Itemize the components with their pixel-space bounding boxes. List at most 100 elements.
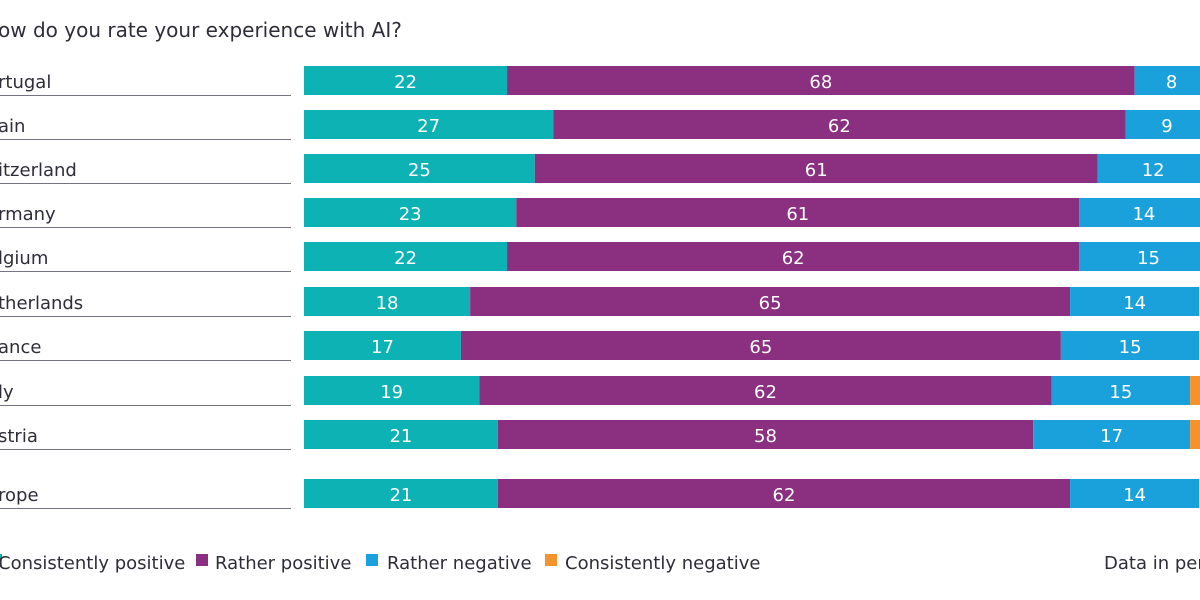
bar-row-rtugal: rtugal 22 68 8 — [0, 66, 1200, 96]
legend-label: Rather negative — [387, 553, 532, 574]
bar-segment-rather-positive — [507, 66, 1135, 95]
bar-segment-consistently-negative — [1190, 420, 1200, 449]
legend: Consistently positive Rather positive Rath… — [0, 553, 760, 574]
bar-segment-rather-negative — [1060, 331, 1200, 360]
legend-swatch — [0, 554, 2, 566]
bar-value-label: 14 — [1123, 293, 1146, 314]
bar-value-label: 62 — [828, 116, 851, 137]
legend-item-rather-positive: Rather positive — [196, 553, 351, 574]
legend-item-consistently-positive: Consistently positive — [0, 553, 185, 574]
bar-value-label: 62 — [754, 382, 777, 403]
bar-value-label: 21 — [389, 485, 412, 506]
bar-value-label: 65 — [759, 293, 782, 314]
bar-value-label: 61 — [805, 160, 828, 181]
bar-value-label: 58 — [754, 426, 777, 447]
bar-segment-rather-positive — [534, 154, 1098, 183]
bar-value-label: 68 — [809, 72, 832, 93]
legend-item-rather-negative: Rather negative — [366, 553, 532, 574]
bar-value-label: 15 — [1109, 382, 1132, 403]
bar-segment-rather-negative — [1079, 198, 1200, 227]
bar-value-label: 15 — [1137, 248, 1160, 269]
legend-label: Consistently positive — [0, 553, 185, 574]
bar-segment-consistently-positive — [304, 66, 508, 95]
bar-row-stria: stria 21 58 17 — [0, 420, 1200, 450]
bar-segment-rather-negative — [1097, 154, 1200, 183]
bar-value-label: 9 — [1161, 116, 1172, 137]
bar-segment-consistently-negative — [1190, 376, 1200, 405]
bar-segment-rather-negative — [1079, 242, 1200, 271]
bar-value-label: 22 — [394, 248, 417, 269]
category-label: therlands — [0, 293, 83, 314]
bar-value-label: 22 — [394, 72, 417, 93]
bar-row-ly: ly 19 62 15 — [0, 376, 1200, 406]
bar-value-label: 18 — [376, 293, 399, 314]
bar-segment-consistently-positive — [304, 420, 498, 449]
bar-row-ance: ance 17 65 15 — [0, 331, 1200, 361]
bar-segment-consistently-positive — [304, 331, 461, 360]
bar-value-label: 14 — [1123, 485, 1146, 506]
bar-segment-rather-positive — [460, 331, 1061, 360]
legend-label: Rather positive — [215, 553, 351, 574]
bar-segment-consistently-positive — [304, 242, 508, 271]
bar-value-label: 21 — [389, 426, 412, 447]
bar-row-ain: ain 27 62 9 — [0, 110, 1200, 140]
category-label: stria — [0, 426, 38, 447]
category-label: rope — [0, 485, 39, 506]
bar-value-label: 61 — [786, 204, 809, 225]
bar-value-label: 25 — [408, 160, 431, 181]
bar-segment-consistently-positive — [304, 376, 480, 405]
bar-segment-consistently-positive — [304, 154, 535, 183]
legend-swatch — [366, 554, 378, 566]
bar-value-label: 17 — [1100, 426, 1123, 447]
bar-value-label: 27 — [417, 116, 440, 137]
bar-value-label: 12 — [1142, 160, 1165, 181]
category-label: rmany — [0, 204, 56, 225]
bar-value-label: 17 — [371, 337, 394, 358]
category-label: lgium — [0, 248, 48, 269]
bar-value-label: 62 — [782, 248, 805, 269]
bar-row-itzerland: itzerland 25 61 12 — [0, 154, 1200, 184]
category-label: itzerland — [0, 160, 77, 181]
legend-swatch — [196, 554, 208, 566]
category-label: ance — [0, 337, 41, 358]
bar-segment-consistently-positive — [304, 110, 554, 139]
bar-segment-rather-positive — [470, 287, 1071, 316]
bar-row-rmany: rmany 23 61 14 — [0, 198, 1200, 228]
bar-segment-rather-negative — [1033, 420, 1191, 449]
category-label: rtugal — [0, 72, 51, 93]
bar-row-rope: rope 21 62 14 — [0, 479, 1200, 509]
bar-segment-rather-negative — [1070, 287, 1200, 316]
bar-value-label: 23 — [399, 204, 422, 225]
bar-row-lgium: lgium 22 62 15 — [0, 242, 1200, 272]
bar-row-therlands: therlands 18 65 14 — [0, 287, 1200, 317]
bar-segment-rather-negative — [1134, 66, 1200, 95]
bar-segment-rather-positive — [497, 479, 1071, 508]
bar-segment-consistently-positive — [304, 287, 471, 316]
legend-swatch — [545, 554, 557, 566]
bar-segment-rather-negative — [1070, 479, 1200, 508]
bar-value-label: 62 — [773, 485, 796, 506]
bar-segment-rather-negative — [1125, 110, 1200, 139]
bar-segment-consistently-positive — [304, 479, 498, 508]
bar-value-label: 65 — [749, 337, 772, 358]
bar-segment-consistently-positive — [304, 198, 517, 227]
bar-segment-rather-negative — [1051, 376, 1191, 405]
bar-value-label: 8 — [1166, 72, 1177, 93]
bar-value-label: 19 — [380, 382, 403, 403]
chart-rows: rtugal 22 68 8 ain 27 62 9 itzerland 25 61 12 rmany 2… — [0, 66, 1200, 509]
bar-segment-rather-positive — [553, 110, 1126, 139]
bar-value-label: 15 — [1119, 337, 1142, 358]
bar-segment-rather-positive — [479, 376, 1052, 405]
category-label: ain — [0, 116, 25, 137]
bar-segment-rather-positive — [497, 420, 1034, 449]
bar-segment-rather-positive — [507, 242, 1080, 271]
data-unit-note: Data in perc — [1104, 553, 1200, 574]
chart-title: ow do you rate your experience with AI? — [0, 18, 402, 42]
legend-label: Consistently negative — [565, 553, 760, 574]
category-label: ly — [0, 382, 14, 403]
legend-item-consistently-negative: Consistently negative — [545, 553, 760, 574]
bar-value-label: 14 — [1132, 204, 1155, 225]
bar-segment-rather-positive — [516, 198, 1080, 227]
